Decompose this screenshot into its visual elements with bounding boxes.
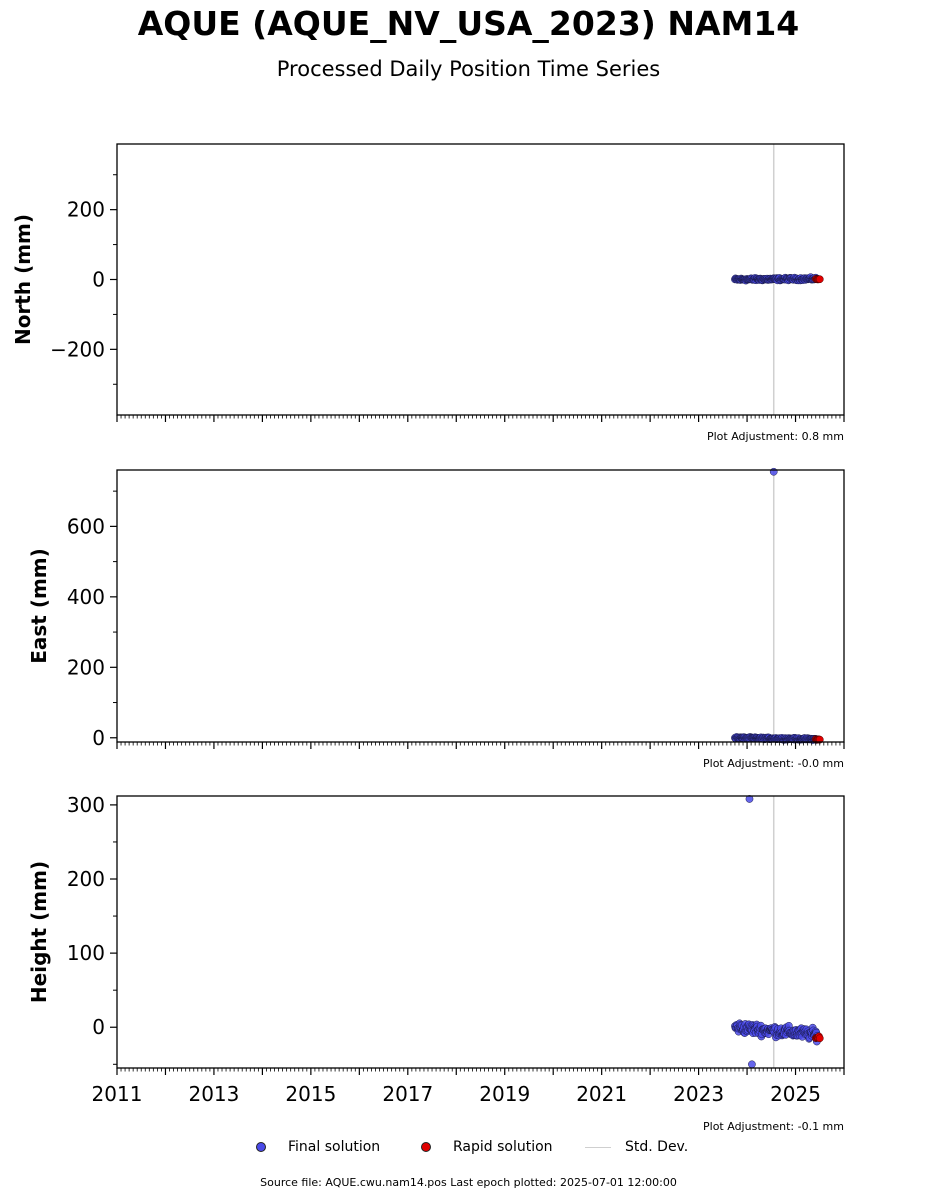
- rapid-solution-marker-icon: [421, 1142, 431, 1152]
- y-tick-label: 100: [67, 941, 105, 965]
- legend-rapid: Rapid solution: [421, 1138, 553, 1156]
- y-tick-label: 300: [67, 793, 105, 817]
- x-tick-label: 2021: [576, 1082, 627, 1106]
- legend: Final solution Rapid solution Std. Dev.: [0, 1138, 937, 1158]
- legend-std-label: Std. Dev.: [625, 1139, 689, 1155]
- plot-adjustment-label: Plot Adjustment: 0.8 mm: [707, 430, 844, 443]
- source-footer: Source file: AQUE.cwu.nam14.pos Last epo…: [260, 1176, 677, 1189]
- y-axis-label: Height (mm): [27, 861, 51, 1003]
- y-tick-label: −200: [50, 337, 105, 361]
- y-tick-label: 400: [67, 585, 105, 609]
- y-tick-label: 0: [92, 1015, 105, 1039]
- plot-adjustment-label: Plot Adjustment: -0.0 mm: [703, 757, 844, 770]
- legend-std: Std. Dev.: [585, 1138, 688, 1156]
- x-tick-label: 2025: [770, 1082, 821, 1106]
- rapid-solution-point: [815, 275, 824, 284]
- y-tick-label: 200: [67, 198, 105, 222]
- legend-final: Final solution: [256, 1138, 380, 1156]
- legend-rapid-label: Rapid solution: [453, 1139, 553, 1155]
- std-dev-line-icon: [585, 1146, 611, 1148]
- final-solution-outlier: [748, 1060, 756, 1069]
- rapid-solution-point: [815, 1034, 824, 1043]
- chart-subtitle: Processed Daily Position Time Series: [276, 57, 661, 81]
- x-tick-label: 2019: [479, 1082, 530, 1106]
- x-tick-label: 2011: [92, 1082, 143, 1106]
- y-tick-label: 600: [67, 514, 105, 538]
- plot-adjustment-label: Plot Adjustment: -0.1 mm: [703, 1120, 844, 1133]
- final-solution-marker-icon: [256, 1142, 266, 1152]
- final-solution-outlier: [769, 467, 778, 476]
- y-tick-label: 0: [92, 726, 105, 750]
- y-tick-label: 0: [92, 268, 105, 292]
- plot-frame: [116, 469, 845, 743]
- y-tick-label: 200: [67, 867, 105, 891]
- x-tick-label: 2017: [382, 1082, 433, 1106]
- legend-final-label: Final solution: [288, 1139, 381, 1155]
- x-tick-label: 2013: [188, 1082, 239, 1106]
- x-tick-label: 2023: [673, 1082, 724, 1106]
- y-axis-label: East (mm): [27, 548, 51, 664]
- x-tick-label: 2015: [285, 1082, 336, 1106]
- y-tick-label: 200: [67, 655, 105, 679]
- chart-title: AQUE (AQUE_NV_USA_2023) NAM14: [137, 4, 800, 43]
- y-axis-label: North (mm): [11, 214, 35, 345]
